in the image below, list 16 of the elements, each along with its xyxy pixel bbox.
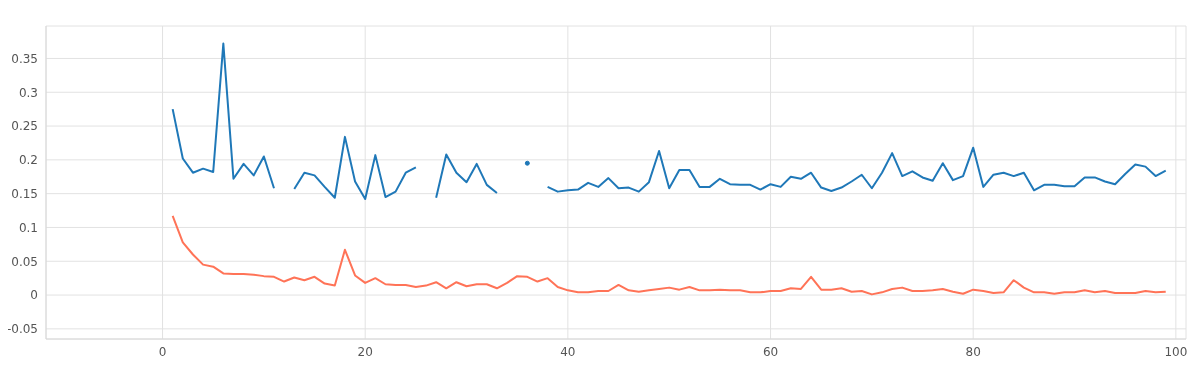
y-tick-label: 0.05	[11, 254, 38, 269]
x-tick-label: 20	[357, 344, 373, 359]
y-tick-label: 0.35	[11, 51, 38, 66]
x-tick-label: 0	[158, 344, 167, 359]
x-tick-label: 40	[560, 344, 576, 359]
y-tick-label: 0.25	[11, 119, 38, 134]
y-tick-label: 0.15	[11, 186, 38, 201]
line-series	[171, 214, 1167, 296]
y-tick-label: 0.1	[18, 220, 38, 235]
y-tick-label: 0.3	[18, 85, 38, 100]
y-tick-label: -0.05	[6, 322, 38, 337]
y-tick-label: 0.2	[18, 153, 38, 168]
x-tick-label: 100	[1164, 344, 1188, 359]
x-tick-label: 60	[762, 344, 779, 359]
y-tick-label: 0	[30, 288, 38, 303]
x-tick-label: 80	[965, 344, 981, 359]
